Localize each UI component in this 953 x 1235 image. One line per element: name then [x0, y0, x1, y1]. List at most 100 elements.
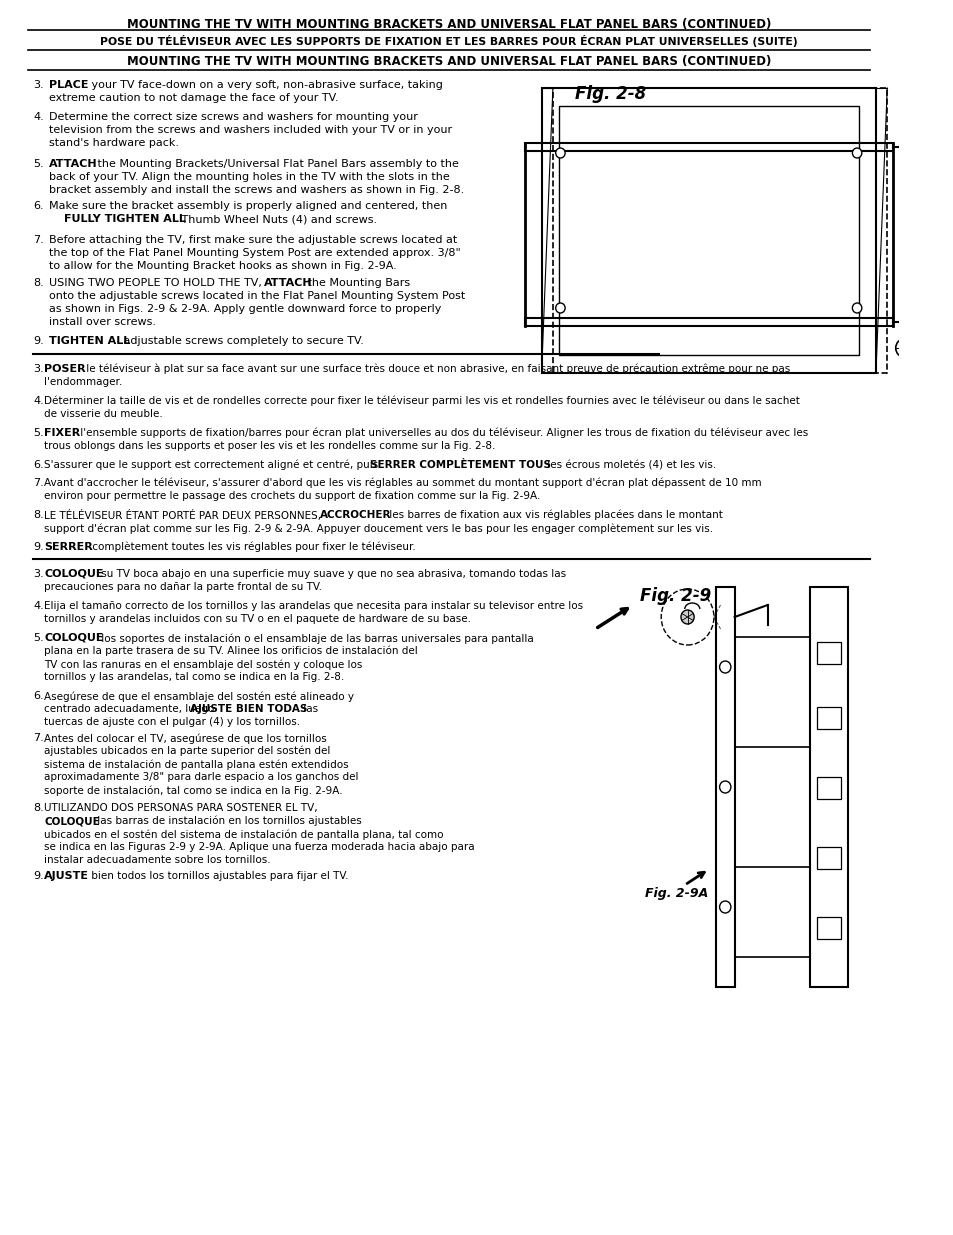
Text: Elija el tamaño correcto de los tornillos y las arandelas que necesita para inst: Elija el tamaño correcto de los tornillo…	[44, 601, 583, 611]
Text: environ pour permettre le passage des crochets du support de fixation comme sur : environ pour permettre le passage des cr…	[44, 492, 540, 501]
Text: SERRER COMPLÈTEMENT TOUS: SERRER COMPLÈTEMENT TOUS	[370, 459, 551, 471]
Bar	[541, 88, 875, 373]
Text: COLOQUE: COLOQUE	[44, 816, 100, 826]
Text: AJUSTE: AJUSTE	[44, 871, 90, 881]
Bar	[524, 143, 892, 151]
Text: 8.: 8.	[33, 278, 44, 288]
Text: MOUNTING THE TV WITH MOUNTING BRACKETS AND UNIVERSAL FLAT PANEL BARS (CONTINUED): MOUNTING THE TV WITH MOUNTING BRACKETS A…	[127, 56, 771, 68]
Text: 7.: 7.	[33, 478, 44, 488]
Text: MOUNTING THE TV WITH MOUNTING BRACKETS AND UNIVERSAL FLAT PANEL BARS (CONTINUED): MOUNTING THE TV WITH MOUNTING BRACKETS A…	[127, 19, 771, 31]
Text: tornillos y arandelas incluidos con su TV o en el paquete de hardware de su base: tornillos y arandelas incluidos con su T…	[44, 614, 471, 624]
Text: l'endommager.: l'endommager.	[44, 377, 122, 387]
Text: Make sure the bracket assembly is properly aligned and centered, then: Make sure the bracket assembly is proper…	[49, 201, 447, 211]
Bar	[715, 587, 734, 987]
Text: ubicados en el sostén del sistema de instalación de pantalla plana, tal como: ubicados en el sostén del sistema de ins…	[44, 829, 443, 840]
Text: back of your TV. Align the mounting holes in the TV with the slots in the: back of your TV. Align the mounting hole…	[49, 172, 449, 182]
Text: 5.: 5.	[33, 429, 44, 438]
Text: the Mounting Brackets/Universal Flat Panel Bars assembly to the: the Mounting Brackets/Universal Flat Pan…	[94, 159, 458, 169]
Text: 4.: 4.	[33, 601, 44, 611]
Text: LE TÉLÉVISEUR ÉTANT PORTÉ PAR DEUX PERSONNES,: LE TÉLÉVISEUR ÉTANT PORTÉ PAR DEUX PERSO…	[44, 510, 324, 521]
Bar	[816, 706, 841, 729]
Text: ATTACH: ATTACH	[263, 278, 312, 288]
Text: S'assurer que le support est correctement aligné et centré, puis: S'assurer que le support est correctemen…	[44, 459, 381, 471]
Text: precauciones para no dañar la parte frontal de su TV.: precauciones para no dañar la parte fron…	[44, 582, 322, 592]
Text: 5.: 5.	[33, 159, 44, 169]
Text: 6.: 6.	[33, 201, 44, 211]
Bar	[816, 642, 841, 664]
Bar	[809, 587, 847, 987]
Text: bien todos los tornillos ajustables para fijar el TV.: bien todos los tornillos ajustables para…	[88, 871, 348, 881]
Text: Thumb Wheel Nuts (4) and screws.: Thumb Wheel Nuts (4) and screws.	[178, 214, 376, 224]
Text: 3.: 3.	[33, 569, 44, 579]
Text: as shown in Figs. 2-9 & 2-9A. Apply gentle downward force to properly: as shown in Figs. 2-9 & 2-9A. Apply gent…	[49, 304, 441, 314]
Text: centrado adecuadamente, luego: centrado adecuadamente, luego	[44, 704, 217, 714]
Bar	[816, 847, 841, 869]
Text: 9.: 9.	[33, 336, 44, 346]
Text: 7.: 7.	[33, 235, 44, 245]
Text: las: las	[299, 704, 317, 714]
Text: adjustable screws completely to secure TV.: adjustable screws completely to secure T…	[119, 336, 363, 346]
Text: se indica en las Figuras 2-9 y 2-9A. Aplique una fuerza moderada hacia abajo par: se indica en las Figuras 2-9 y 2-9A. Apl…	[44, 842, 475, 852]
Text: your TV face-down on a very soft, non-abrasive surface, taking: your TV face-down on a very soft, non-ab…	[88, 80, 442, 90]
Text: instalar adecuadamente sobre los tornillos.: instalar adecuadamente sobre los tornill…	[44, 855, 271, 864]
Text: soporte de instalación, tal como se indica en la Fig. 2-9A.: soporte de instalación, tal como se indi…	[44, 785, 342, 795]
Text: 7.: 7.	[33, 734, 44, 743]
Text: trous oblongs dans les supports et poser les vis et les rondelles comme sur la F: trous oblongs dans les supports et poser…	[44, 441, 496, 451]
Text: 6.: 6.	[33, 692, 44, 701]
Text: 3.: 3.	[33, 80, 44, 90]
Text: Before attaching the TV, first make sure the adjustable screws located at: Before attaching the TV, first make sure…	[49, 235, 456, 245]
Text: tornillos y las arandelas, tal como se indica en la Fig. 2-8.: tornillos y las arandelas, tal como se i…	[44, 672, 344, 682]
Text: 8.: 8.	[33, 803, 44, 813]
Text: POSER: POSER	[44, 364, 86, 374]
Text: su TV boca abajo en una superficie muy suave y que no sea abrasiva, tomando toda: su TV boca abajo en una superficie muy s…	[98, 569, 565, 579]
Text: Avant d'accrocher le téléviseur, s'assurer d'abord que les vis réglables au somm: Avant d'accrocher le téléviseur, s'assur…	[44, 478, 761, 489]
Text: 5.: 5.	[33, 634, 44, 643]
Text: Antes del colocar el TV, asegúrese de que los tornillos: Antes del colocar el TV, asegúrese de qu…	[44, 734, 327, 743]
Text: Fig. 2-9: Fig. 2-9	[639, 587, 711, 605]
Text: support d'écran plat comme sur les Fig. 2-9 & 2-9A. Appuyer doucement vers le ba: support d'écran plat comme sur les Fig. …	[44, 522, 713, 534]
Text: the Mounting Bars: the Mounting Bars	[304, 278, 410, 288]
Text: 9.: 9.	[33, 542, 44, 552]
Text: los soportes de instalación o el ensamblaje de las barras universales para panta: los soportes de instalación o el ensambl…	[98, 634, 533, 643]
Circle shape	[901, 325, 906, 331]
Text: 3.: 3.	[33, 364, 44, 374]
Text: 4.: 4.	[33, 112, 44, 122]
Circle shape	[851, 148, 861, 158]
Text: l'ensemble supports de fixation/barres pour écran plat universelles au dos du té: l'ensemble supports de fixation/barres p…	[77, 429, 807, 438]
Text: las barras de instalación en los tornillos ajustables: las barras de instalación en los tornill…	[94, 816, 361, 826]
Text: ATTACH: ATTACH	[49, 159, 97, 169]
Text: Asegúrese de que el ensamblaje del sostén esté alineado y: Asegúrese de que el ensamblaje del sosté…	[44, 692, 354, 701]
Text: complètement toutes les vis réglables pour fixer le téléviseur.: complètement toutes les vis réglables po…	[90, 542, 416, 552]
Text: to allow for the Mounting Bracket hooks as shown in Fig. 2-9A.: to allow for the Mounting Bracket hooks …	[49, 261, 396, 270]
Text: FULLY TIGHTEN ALL: FULLY TIGHTEN ALL	[64, 214, 186, 224]
Text: ACCROCHER: ACCROCHER	[320, 510, 392, 520]
Text: FIXER: FIXER	[44, 429, 80, 438]
Text: COLOQUE: COLOQUE	[44, 569, 104, 579]
Text: bracket assembly and install the screws and washers as shown in Fig. 2-8.: bracket assembly and install the screws …	[49, 185, 464, 195]
Text: ajustables ubicados en la parte superior del sostén del: ajustables ubicados en la parte superior…	[44, 746, 331, 757]
Text: SERRER: SERRER	[44, 542, 93, 552]
Text: install over screws.: install over screws.	[49, 317, 155, 327]
Text: onto the adjustable screws located in the Flat Panel Mounting System Post: onto the adjustable screws located in th…	[49, 291, 465, 301]
Text: PLACE: PLACE	[49, 80, 89, 90]
Text: les barres de fixation aux vis réglables placées dans le montant: les barres de fixation aux vis réglables…	[386, 510, 722, 520]
Circle shape	[556, 148, 564, 158]
Text: Fig. 2-8: Fig. 2-8	[574, 85, 645, 103]
Text: TIGHTEN ALL: TIGHTEN ALL	[49, 336, 131, 346]
Text: extreme caution to not damage the face of your TV.: extreme caution to not damage the face o…	[49, 93, 338, 103]
Text: stand's hardware pack.: stand's hardware pack.	[49, 138, 179, 148]
Text: 8.: 8.	[33, 510, 44, 520]
Bar	[816, 777, 841, 799]
Circle shape	[556, 303, 564, 312]
Text: sistema de instalación de pantalla plana estén extendidos: sistema de instalación de pantalla plana…	[44, 760, 349, 769]
Text: tuercas de ajuste con el pulgar (4) y los tornillos.: tuercas de ajuste con el pulgar (4) y lo…	[44, 718, 300, 727]
Text: aproximadamente 3/8" para darle espacio a los ganchos del: aproximadamente 3/8" para darle espacio …	[44, 772, 358, 782]
Text: 9.: 9.	[33, 871, 44, 881]
Bar	[524, 317, 892, 326]
Text: les écrous moletés (4) et les vis.: les écrous moletés (4) et les vis.	[544, 459, 716, 471]
Text: the top of the Flat Panel Mounting System Post are extended approx. 3/8": the top of the Flat Panel Mounting Syste…	[49, 248, 460, 258]
Text: le téléviseur à plat sur sa face avant sur une surface très douce et non abrasiv: le téléviseur à plat sur sa face avant s…	[83, 364, 789, 374]
Text: 4.: 4.	[33, 396, 44, 406]
Text: POSE DU TÉLÉVISEUR AVEC LES SUPPORTS DE FIXATION ET LES BARRES POUR ÉCRAN PLAT U: POSE DU TÉLÉVISEUR AVEC LES SUPPORTS DE …	[100, 35, 798, 47]
Bar	[558, 106, 858, 354]
